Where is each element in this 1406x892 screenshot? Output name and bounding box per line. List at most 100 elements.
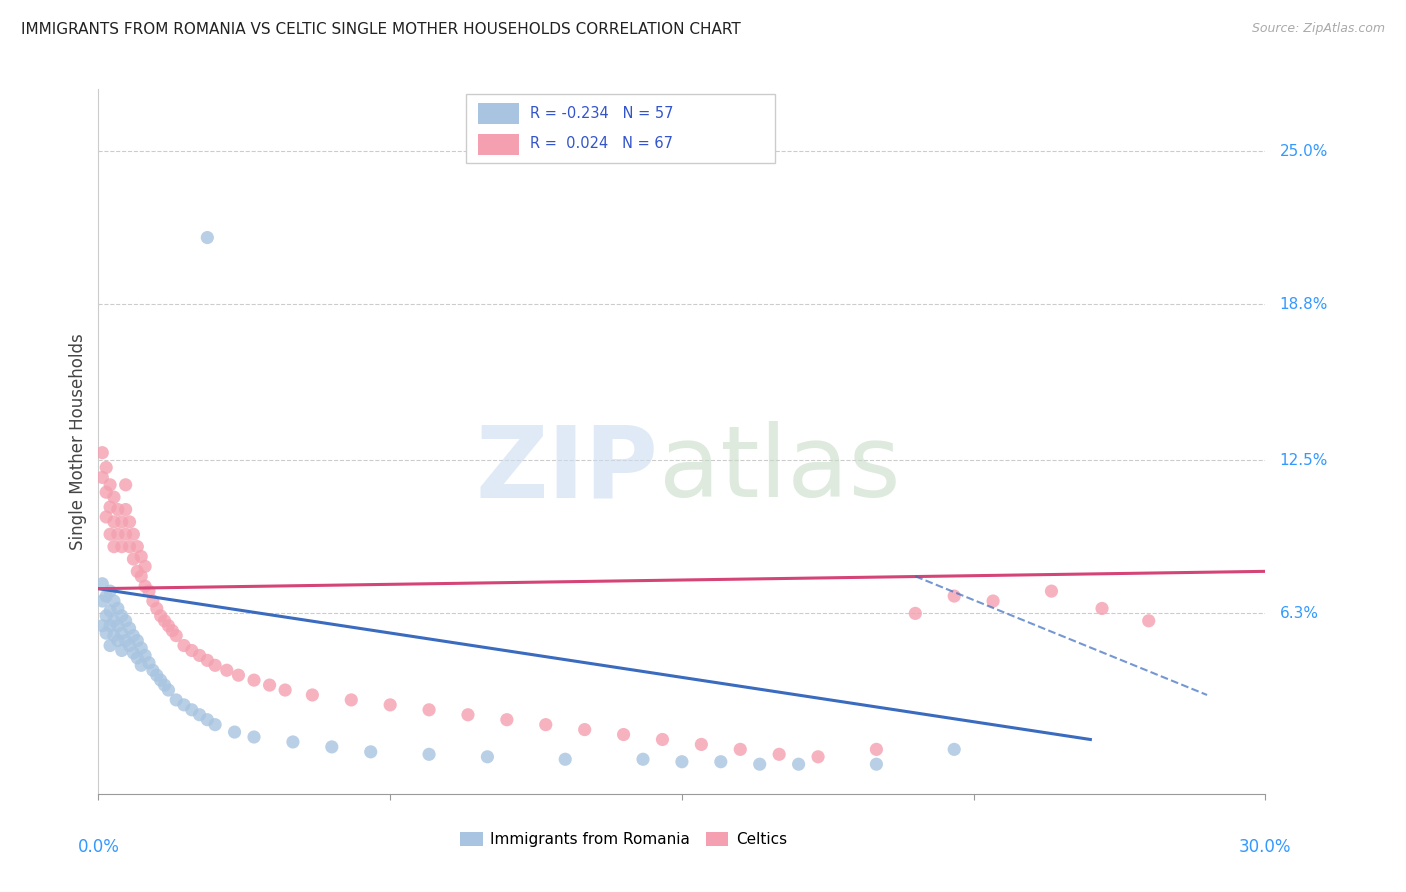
FancyBboxPatch shape — [465, 95, 775, 163]
Text: 0.0%: 0.0% — [77, 838, 120, 856]
Point — [142, 594, 165, 608]
Point — [457, 707, 479, 722]
Point — [243, 730, 266, 744]
Point — [748, 757, 770, 772]
Point — [215, 663, 238, 677]
Point — [103, 594, 125, 608]
Point — [228, 668, 250, 682]
Point — [114, 527, 136, 541]
Point — [118, 540, 141, 554]
Point — [91, 576, 114, 591]
Point — [730, 742, 752, 756]
Legend: Immigrants from Romania, Celtics: Immigrants from Romania, Celtics — [454, 826, 793, 853]
Point — [127, 565, 149, 579]
Point — [114, 633, 136, 648]
Point — [173, 639, 195, 653]
Point — [496, 713, 519, 727]
Point — [188, 648, 211, 663]
Text: 18.8%: 18.8% — [1279, 297, 1327, 312]
Text: atlas: atlas — [658, 421, 900, 518]
Point — [631, 752, 654, 766]
Point — [180, 703, 202, 717]
Point — [111, 643, 134, 657]
Point — [157, 683, 180, 698]
Point — [107, 601, 129, 615]
Point — [134, 648, 156, 663]
Point — [122, 629, 145, 643]
Point — [98, 500, 121, 514]
Point — [195, 653, 218, 667]
Point — [127, 633, 149, 648]
Point — [1040, 584, 1063, 599]
Point — [127, 540, 149, 554]
Point — [981, 594, 1004, 608]
Point — [943, 742, 966, 756]
Point — [146, 668, 169, 682]
Point — [98, 527, 121, 541]
Text: R =  0.024   N = 67: R = 0.024 N = 67 — [530, 136, 673, 151]
Point — [904, 607, 927, 621]
Text: 30.0%: 30.0% — [1239, 838, 1292, 856]
Point — [165, 693, 187, 707]
Point — [204, 717, 226, 731]
Point — [114, 478, 136, 492]
Text: 25.0%: 25.0% — [1279, 144, 1327, 159]
Text: ZIP: ZIP — [475, 421, 658, 518]
Point — [301, 688, 323, 702]
Point — [114, 614, 136, 628]
Point — [91, 594, 114, 608]
Point — [1091, 601, 1114, 615]
Point — [122, 527, 145, 541]
Point — [188, 707, 211, 722]
Point — [865, 742, 887, 756]
Point — [122, 646, 145, 660]
Point — [107, 633, 129, 648]
Point — [96, 485, 118, 500]
Point — [103, 540, 125, 554]
Point — [98, 584, 121, 599]
Point — [98, 604, 121, 618]
Text: Source: ZipAtlas.com: Source: ZipAtlas.com — [1251, 22, 1385, 36]
Point — [103, 629, 125, 643]
Point — [98, 619, 121, 633]
Point — [380, 698, 402, 712]
Y-axis label: Single Mother Households: Single Mother Households — [69, 334, 87, 549]
Point — [259, 678, 281, 692]
Point — [243, 673, 266, 687]
Point — [91, 445, 114, 459]
Text: IMMIGRANTS FROM ROMANIA VS CELTIC SINGLE MOTHER HOUSEHOLDS CORRELATION CHART: IMMIGRANTS FROM ROMANIA VS CELTIC SINGLE… — [21, 22, 741, 37]
Point — [613, 727, 636, 741]
Point — [127, 651, 149, 665]
Point — [107, 502, 129, 516]
Point — [651, 732, 673, 747]
Point — [98, 478, 121, 492]
Point — [107, 619, 129, 633]
Point — [180, 643, 202, 657]
Point — [418, 747, 440, 762]
Point — [129, 569, 152, 583]
Point — [807, 749, 830, 764]
Point — [134, 559, 156, 574]
Point — [138, 584, 160, 599]
Point — [157, 619, 180, 633]
Point — [224, 725, 246, 739]
Point — [118, 621, 141, 635]
Point — [134, 579, 156, 593]
Point — [91, 619, 114, 633]
Point — [162, 624, 184, 638]
Point — [146, 601, 169, 615]
Point — [153, 678, 176, 692]
Point — [111, 608, 134, 623]
Point — [118, 639, 141, 653]
Point — [138, 656, 160, 670]
Point — [96, 510, 118, 524]
Point — [418, 703, 440, 717]
Point — [360, 745, 382, 759]
Point — [103, 515, 125, 529]
Point — [281, 735, 304, 749]
FancyBboxPatch shape — [478, 103, 519, 124]
Point — [477, 749, 499, 764]
Point — [671, 755, 693, 769]
Point — [321, 739, 343, 754]
Point — [153, 614, 176, 628]
